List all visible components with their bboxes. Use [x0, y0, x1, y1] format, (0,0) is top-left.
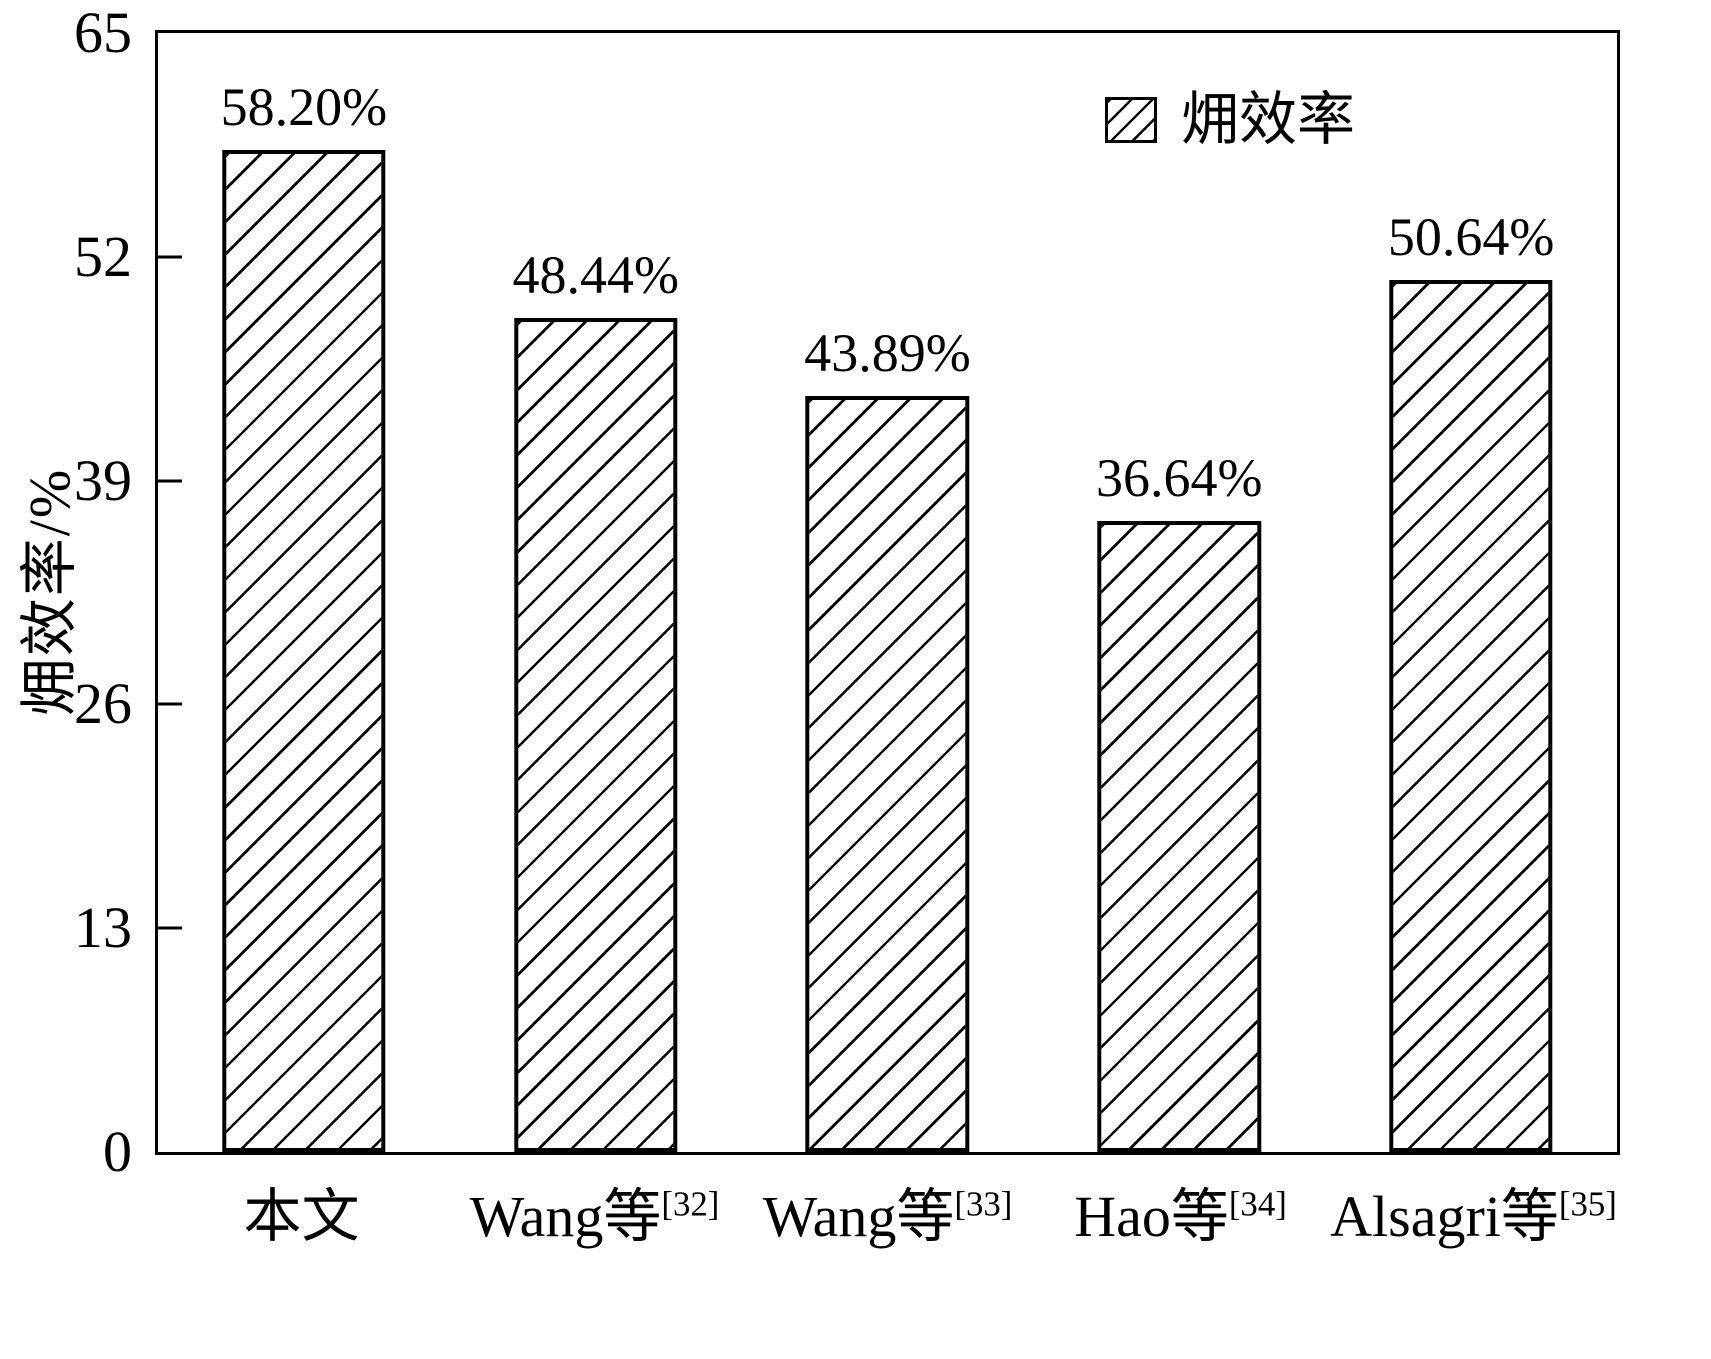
x-axis-category-superscript: [32]: [661, 1184, 720, 1224]
bar-slot: 43.89%: [742, 33, 1034, 1152]
x-axis-category-superscript: [33]: [954, 1184, 1013, 1224]
legend-hatch-swatch: [1104, 97, 1157, 143]
x-axis-category-superscript: [35]: [1558, 1184, 1617, 1224]
bar: [1097, 521, 1261, 1152]
bar: [513, 318, 678, 1152]
x-axis-category-label: Hao等[34]: [1074, 1184, 1287, 1249]
bar: [1389, 280, 1553, 1152]
bar: [222, 150, 386, 1152]
bar-slot: 36.64%: [1033, 33, 1325, 1152]
bar-value-label: 48.44%: [512, 245, 679, 306]
bar-value-label: 36.64%: [1096, 448, 1263, 509]
y-tick-mark: [158, 926, 182, 930]
bar-slot: 58.20%: [158, 33, 450, 1152]
legend: 㶲效率: [1104, 87, 1355, 152]
bar-slot: 48.44%: [450, 33, 742, 1152]
y-tick-label: 39: [74, 447, 132, 513]
bar-value-label: 43.89%: [804, 323, 971, 384]
y-tick-label: 52: [74, 223, 132, 289]
bar-value-label: 58.20%: [220, 77, 388, 138]
legend-label: 㶲效率: [1180, 87, 1355, 152]
x-axis-category-label: 本文: [243, 1184, 360, 1249]
y-tick-mark: [158, 479, 182, 483]
y-tick-mark: [158, 702, 182, 706]
bar: [805, 396, 970, 1152]
y-tick-label: 0: [103, 1119, 132, 1184]
x-axis-category-labels: 本文 Wang等[32] Wang等[33] Hao等[34] Alsagri等[35]: [155, 1185, 1620, 1249]
plot-area: 58.20% 48.44% 43.89% 36.64% 50.64% 㶲效率: [155, 30, 1620, 1155]
y-tick-label: 65: [74, 0, 132, 65]
bar-value-label: 50.64%: [1387, 207, 1555, 268]
x-axis-category-label: Alsagri等[35]: [1330, 1184, 1617, 1249]
y-tick-label: 26: [74, 671, 132, 737]
bar-slot: 50.64%: [1325, 33, 1617, 1152]
x-axis-category-label: Wang等[32]: [469, 1184, 720, 1249]
x-axis-category-superscript: [34]: [1228, 1184, 1287, 1224]
x-axis-category-label: Wang等[33]: [762, 1184, 1013, 1249]
y-tick-mark: [158, 255, 182, 259]
bars-container: 58.20% 48.44% 43.89% 36.64% 50.64%: [158, 33, 1617, 1152]
y-tick-label: 13: [74, 895, 132, 961]
